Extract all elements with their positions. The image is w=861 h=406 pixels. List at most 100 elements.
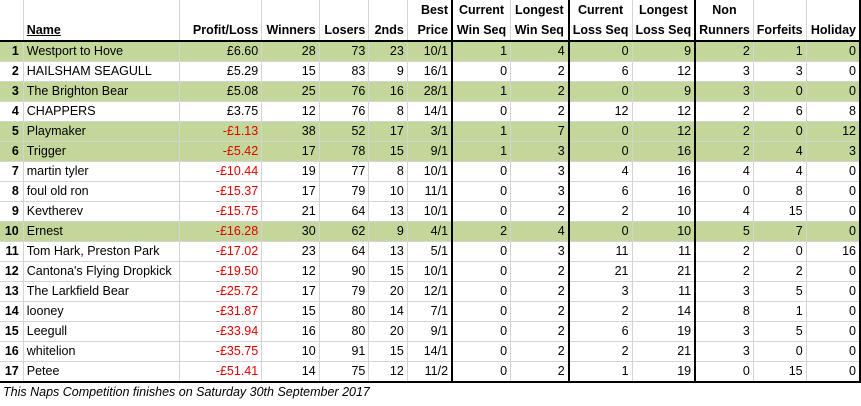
- current-loss-seq-cell: 1: [567, 361, 633, 383]
- holiday-cell: 16: [806, 241, 861, 262]
- best-price-cell: 11/2: [407, 361, 453, 383]
- holiday-cell: 0: [806, 341, 861, 362]
- winners-cell: 15: [261, 61, 320, 82]
- header-cell: [806, 0, 861, 20]
- longest-loss-seq-cell: 10: [632, 221, 696, 242]
- forfeits-cell: 1: [753, 41, 807, 62]
- winners-cell: 17: [261, 141, 320, 162]
- best-price-cell: 10/1: [407, 201, 453, 222]
- table-row: 17 Petee -£51.41 14 75 12 11/2 0 2 1 19 0 15 0: [0, 361, 861, 383]
- losers-cell: 77: [319, 161, 370, 182]
- longest-loss-seq-cell: 11: [632, 281, 696, 302]
- best-price-cell: 9/1: [407, 321, 453, 342]
- current-win-seq-cell: 0: [451, 281, 512, 302]
- profit-loss-cell: -£19.50: [179, 261, 263, 282]
- winners-cell: 25: [261, 81, 320, 102]
- table-row: 7 martin tyler -£10.44 19 77 8 10/1 0 3 4 16 4 4 0: [0, 161, 861, 182]
- table-row: 2 HAILSHAM SEAGULL £5.29 15 83 9 16/1 0 2 6 12 3 3 0: [0, 61, 861, 82]
- current-loss-seq-cell: 6: [567, 181, 633, 202]
- holiday-cell: 0: [806, 261, 861, 282]
- name-cell: The Brighton Bear: [23, 81, 180, 102]
- holiday-cell: 0: [806, 81, 861, 102]
- header-longest-loss: Longest: [632, 0, 696, 20]
- name-cell: martin tyler: [23, 161, 180, 182]
- non-runners-cell: 2: [694, 101, 754, 122]
- non-runners-cell: 5: [694, 221, 754, 242]
- name-cell: looney: [23, 301, 180, 322]
- name-cell: foul old ron: [23, 181, 180, 202]
- longest-win-seq-cell: 7: [510, 121, 570, 142]
- header-longest-win: Longest: [510, 0, 570, 20]
- longest-win-seq-cell: 2: [510, 101, 570, 122]
- best-price-cell: 28/1: [407, 81, 453, 102]
- name-cell: CHAPPERS: [23, 101, 180, 122]
- forfeits-cell: 2: [753, 261, 807, 282]
- header-cell: [0, 0, 24, 20]
- non-runners-cell: 2: [694, 261, 754, 282]
- name-cell: The Larkfield Bear: [23, 281, 180, 302]
- longest-loss-seq-cell: 16: [632, 181, 696, 202]
- seconds-cell: 23: [368, 41, 408, 62]
- longest-loss-seq-cell: 21: [632, 261, 696, 282]
- current-loss-seq-cell: 21: [567, 261, 633, 282]
- losers-cell: 64: [319, 201, 370, 222]
- current-loss-seq-cell: 2: [567, 341, 633, 362]
- longest-loss-seq-cell: 16: [632, 141, 696, 162]
- rank-cell: 12: [0, 261, 24, 282]
- forfeits-cell: 15: [753, 201, 807, 222]
- seconds-cell: 15: [368, 141, 408, 162]
- longest-win-seq-cell: 2: [510, 261, 570, 282]
- current-loss-seq-cell: 2: [567, 301, 633, 322]
- losers-cell: 64: [319, 241, 370, 262]
- best-price-cell: 14/1: [407, 101, 453, 122]
- winners-cell: 15: [261, 301, 320, 322]
- losers-cell: 78: [319, 141, 370, 162]
- winners-cell: 30: [261, 221, 320, 242]
- longest-loss-seq-cell: 9: [632, 41, 696, 62]
- losers-cell: 80: [319, 301, 370, 322]
- rank-cell: 15: [0, 321, 24, 342]
- table-row: 14 looney -£31.87 15 80 14 7/1 0 2 2 14 8 1 0: [0, 301, 861, 322]
- rank-cell: 14: [0, 301, 24, 322]
- losers-cell: 83: [319, 61, 370, 82]
- name-cell: Ernest: [23, 221, 180, 242]
- current-win-seq-cell: 0: [451, 261, 512, 282]
- longest-win-seq-cell: 2: [510, 321, 570, 342]
- table-row: 4 CHAPPERS £3.75 12 76 8 14/1 0 2 12 12 2 6 8: [0, 101, 861, 122]
- forfeits-cell: 8: [753, 181, 807, 202]
- table-row: 1 Westport to Hove £6.60 28 73 23 10/1 1 4 0 9 2 1 0: [0, 41, 861, 62]
- rank-cell: 5: [0, 121, 24, 142]
- rank-cell: 10: [0, 221, 24, 242]
- longest-win-seq-cell: 2: [510, 301, 570, 322]
- best-price-cell: 16/1: [407, 61, 453, 82]
- losers-cell: 91: [319, 341, 370, 362]
- header-loss-seq-longest: Loss Seq: [632, 20, 696, 42]
- rank-cell: 7: [0, 161, 24, 182]
- losers-cell: 75: [319, 361, 370, 383]
- rank-cell: 6: [0, 141, 24, 162]
- longest-loss-seq-cell: 12: [632, 101, 696, 122]
- best-price-cell: 12/1: [407, 281, 453, 302]
- longest-loss-seq-cell: 11: [632, 241, 696, 262]
- header-winners: Winners: [261, 20, 320, 42]
- rank-cell: 11: [0, 241, 24, 262]
- name-cell: Westport to Hove: [23, 41, 180, 62]
- non-runners-cell: 8: [694, 301, 754, 322]
- profit-loss-cell: -£33.94: [179, 321, 263, 342]
- profit-loss-cell: -£15.75: [179, 201, 263, 222]
- seconds-cell: 9: [368, 61, 408, 82]
- losers-cell: 52: [319, 121, 370, 142]
- best-price-cell: 4/1: [407, 221, 453, 242]
- non-runners-cell: 4: [694, 201, 754, 222]
- current-loss-seq-cell: 2: [567, 201, 633, 222]
- profit-loss-cell: -£15.37: [179, 181, 263, 202]
- longest-win-seq-cell: 2: [510, 201, 570, 222]
- current-win-seq-cell: 2: [451, 221, 512, 242]
- header-name: Name: [23, 20, 180, 42]
- rank-cell: 16: [0, 341, 24, 362]
- holiday-cell: 8: [806, 101, 861, 122]
- forfeits-cell: 3: [753, 61, 807, 82]
- name-cell: Trigger: [23, 141, 180, 162]
- current-loss-seq-cell: 11: [567, 241, 633, 262]
- rank-cell: 13: [0, 281, 24, 302]
